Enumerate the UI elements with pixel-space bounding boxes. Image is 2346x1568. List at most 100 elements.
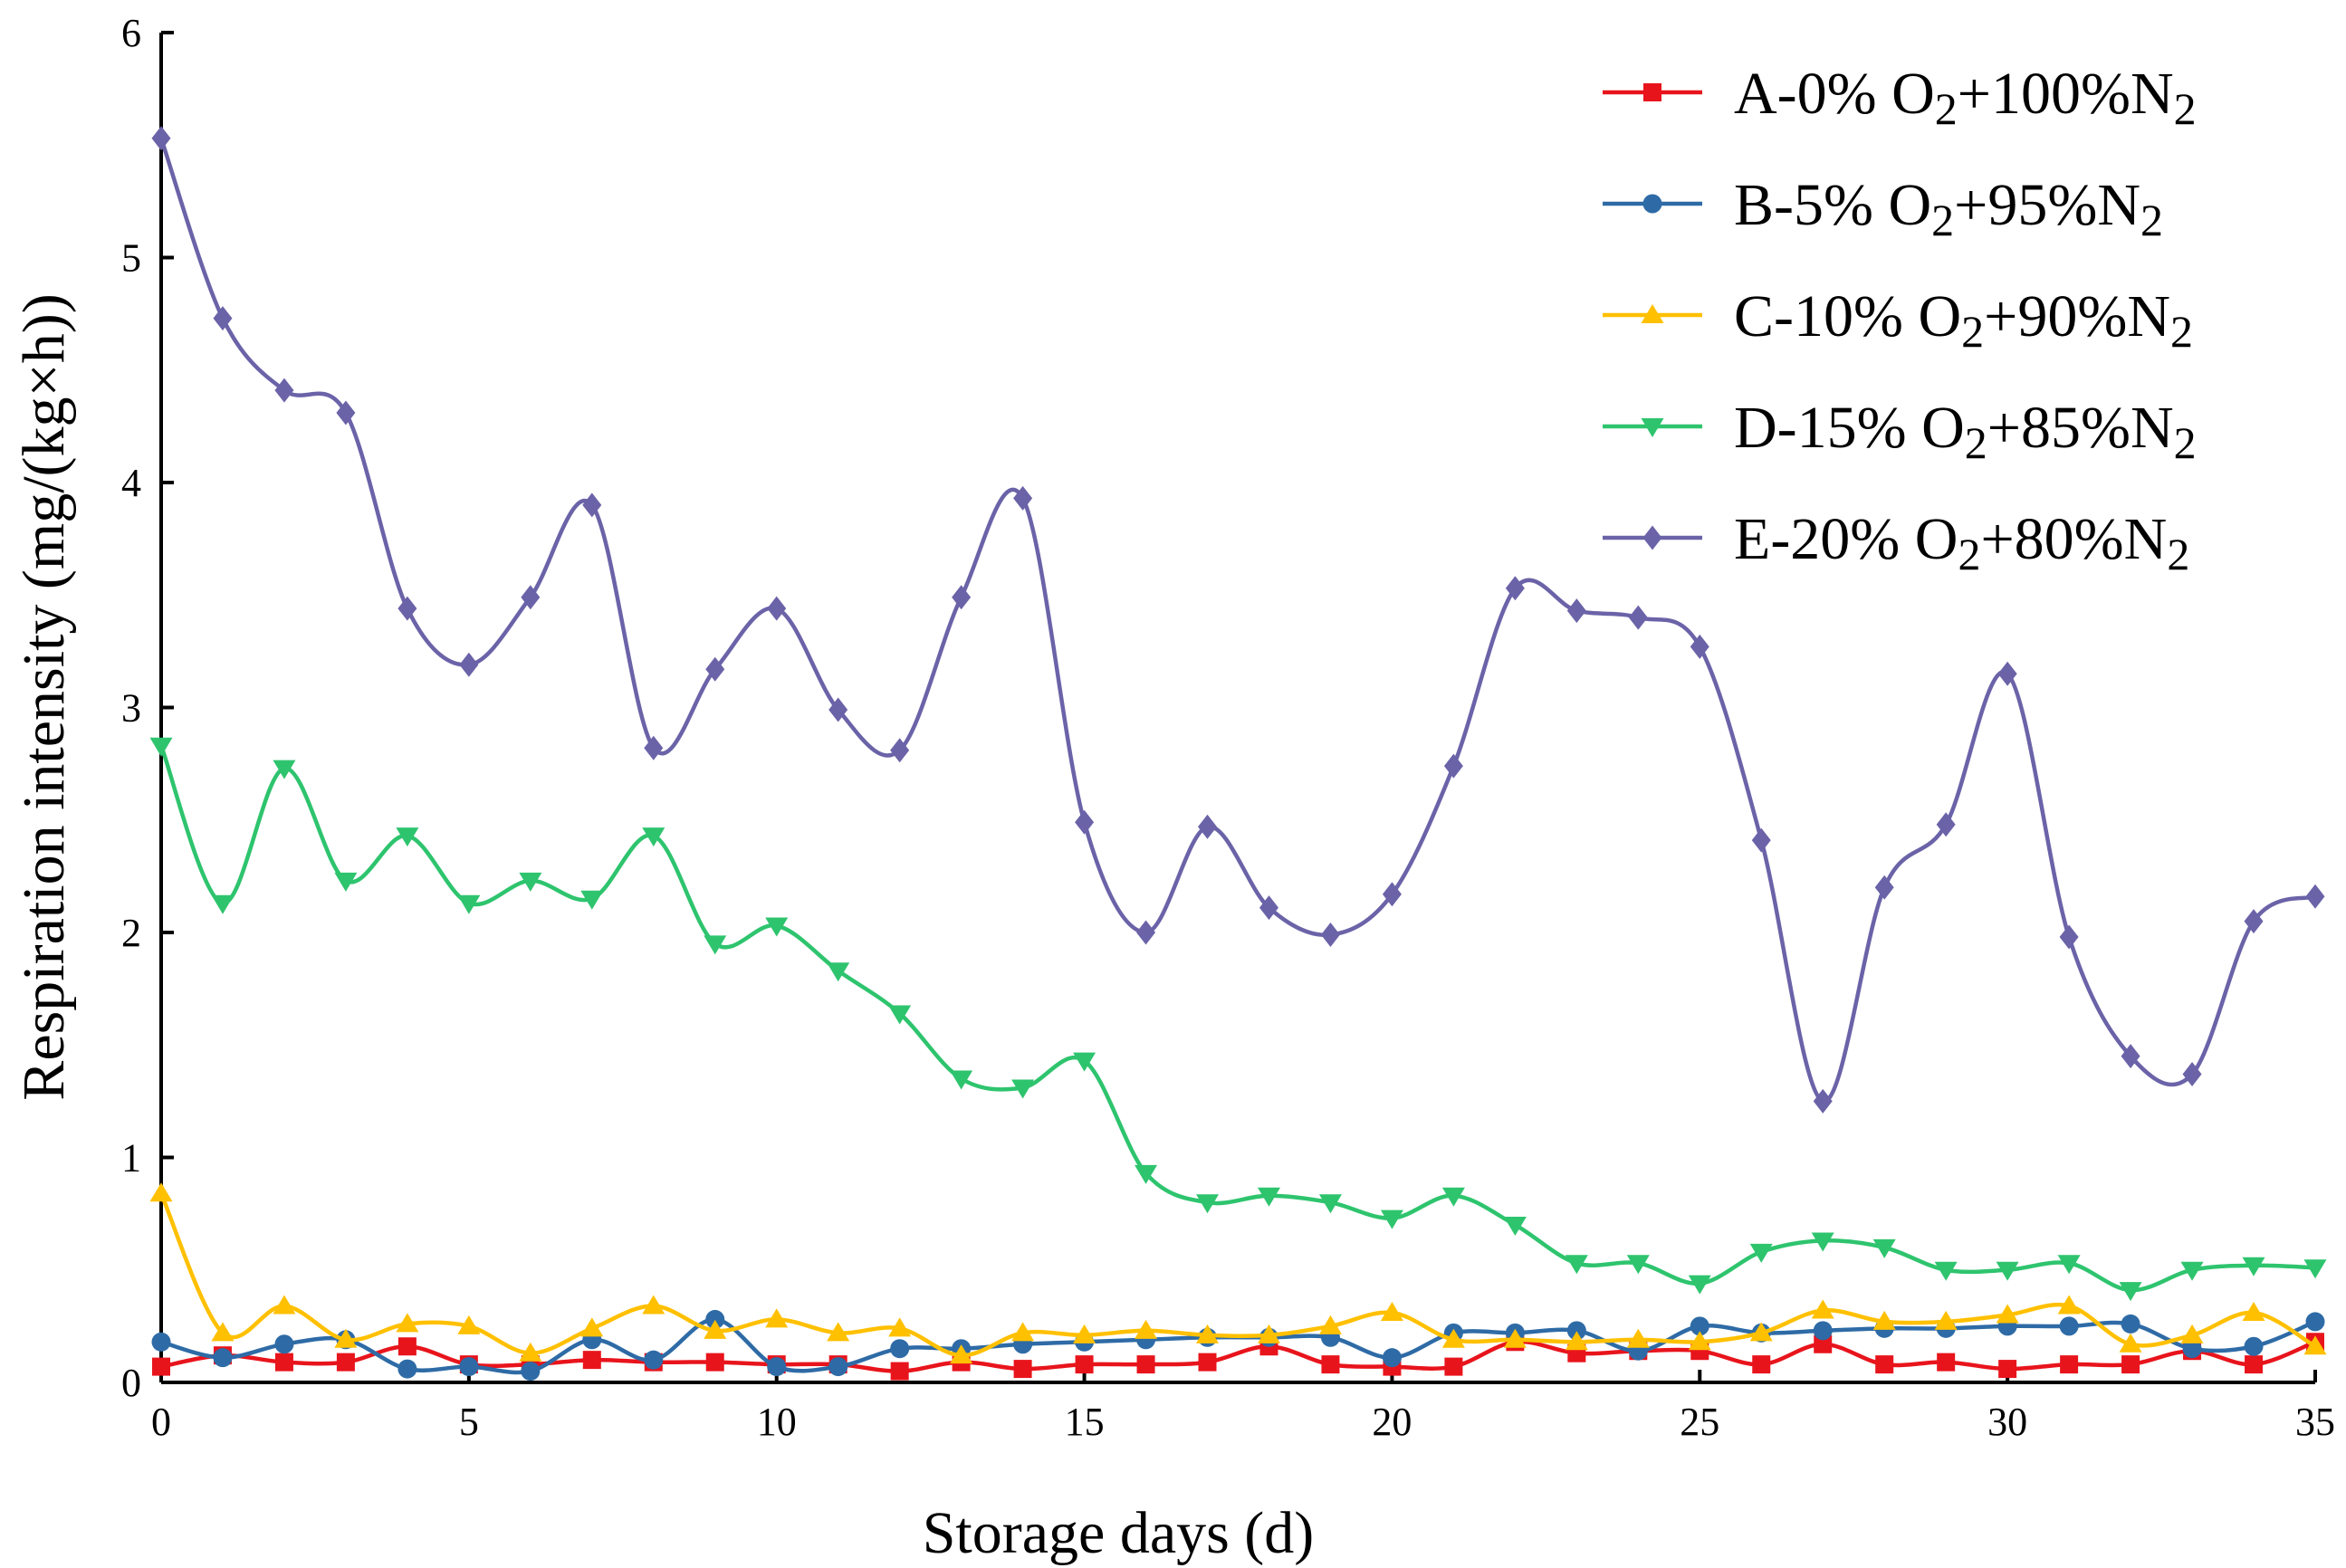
legend-subscript: 2 xyxy=(2174,83,2197,134)
data-point xyxy=(644,1350,664,1370)
legend-item-a: A-0% O2+100%N2 xyxy=(1603,61,2197,134)
data-point xyxy=(1257,1187,1280,1207)
data-point xyxy=(211,1322,235,1342)
legend-text-part: C-10% O xyxy=(1734,283,1961,349)
data-point xyxy=(1996,1304,2019,1324)
legend-label: A-0% O2+100%N2 xyxy=(1734,61,2197,134)
data-point xyxy=(151,126,171,151)
data-point xyxy=(2305,1312,2325,1332)
data-point xyxy=(582,492,602,518)
data-point xyxy=(1075,809,1095,835)
data-point xyxy=(890,1339,910,1359)
data-point xyxy=(2121,1355,2140,1374)
data-point xyxy=(767,1357,787,1377)
legend-label: E-20% O2+80%N2 xyxy=(1734,506,2189,579)
data-point xyxy=(1749,1243,1773,1263)
data-point xyxy=(1749,1322,1773,1342)
data-point xyxy=(1196,1324,1220,1343)
series-c xyxy=(149,1182,2327,1364)
data-point xyxy=(2119,1282,2142,1302)
data-point xyxy=(1811,1299,1834,1319)
data-point xyxy=(1690,634,1709,659)
data-point xyxy=(397,596,417,621)
y-axis-title: Respiration intensity (mg/(kg×h)) xyxy=(11,293,77,1100)
data-point xyxy=(1998,1360,2017,1379)
data-point xyxy=(2303,1259,2327,1279)
data-point xyxy=(1135,1319,1158,1339)
data-point xyxy=(1011,1079,1035,1099)
legend-text-part: +95%N xyxy=(1954,172,2140,238)
legend-text-part: E-20% O xyxy=(1734,506,1958,572)
data-point xyxy=(1813,1088,1833,1114)
legend-text-part: D-15% O xyxy=(1734,395,1965,461)
data-point xyxy=(152,1357,170,1376)
data-point xyxy=(519,872,542,892)
legend-text-part: +90%N xyxy=(1984,283,2170,349)
data-point xyxy=(580,890,604,910)
x-tick-label: 35 xyxy=(2295,1400,2335,1444)
data-point xyxy=(336,1353,355,1372)
data-point xyxy=(274,1334,294,1354)
data-point xyxy=(1690,1316,1709,1336)
legend-subscript: 2 xyxy=(2170,306,2193,357)
legend: A-0% O2+100%N2B-5% O2+95%N2C-10% O2+90%N… xyxy=(1603,61,2197,579)
data-point xyxy=(1136,1355,1155,1374)
legend-subscript: 2 xyxy=(2140,195,2163,245)
data-point xyxy=(1443,753,1463,779)
data-point xyxy=(211,894,235,914)
data-point xyxy=(827,1322,850,1342)
x-tick-label: 5 xyxy=(459,1400,479,1444)
data-point xyxy=(765,917,789,937)
data-point xyxy=(2121,1044,2140,1069)
data-point xyxy=(1380,1209,1403,1229)
data-point xyxy=(950,1344,973,1364)
legend-text-part: B-5% O xyxy=(1734,172,1931,238)
x-tick-label: 0 xyxy=(151,1400,171,1444)
data-point xyxy=(1752,1355,1771,1374)
data-point xyxy=(828,1357,848,1377)
data-point xyxy=(2057,1295,2081,1315)
series-a xyxy=(152,1333,2324,1381)
x-tick-label: 30 xyxy=(1987,1400,2027,1444)
data-point xyxy=(1441,1187,1465,1207)
data-point xyxy=(888,1317,912,1337)
ticks: 0 5 10 15 20 25 30 35 0 1 2 3 4 5 6 xyxy=(121,11,2335,1444)
legend-subscript: 2 xyxy=(1935,83,1958,134)
data-point xyxy=(582,1351,601,1370)
series-e xyxy=(151,126,2325,1114)
data-point xyxy=(2180,1324,2204,1343)
data-point xyxy=(1751,827,1771,853)
data-point xyxy=(828,697,848,722)
data-point xyxy=(1628,605,1648,630)
data-point xyxy=(705,1309,725,1329)
legend-swatch-marker xyxy=(1642,194,1662,214)
data-point xyxy=(1380,1301,1403,1321)
data-point xyxy=(1196,1194,1220,1214)
data-point xyxy=(642,827,665,847)
data-point xyxy=(705,656,725,682)
data-point xyxy=(2244,1336,2264,1356)
data-point xyxy=(2182,1339,2202,1359)
data-point xyxy=(1934,1310,1958,1330)
data-point xyxy=(274,1353,293,1372)
legend-label: C-10% O2+90%N2 xyxy=(1734,283,2193,357)
legend-text-part: +100%N xyxy=(1958,61,2174,127)
data-point xyxy=(1318,1315,1342,1334)
data-point xyxy=(1198,814,1218,839)
data-point xyxy=(1996,1261,2019,1281)
data-point xyxy=(334,1328,358,1348)
data-point xyxy=(1441,1328,1465,1348)
data-point xyxy=(1626,1328,1650,1348)
y-tick-label: 1 xyxy=(121,1136,141,1181)
data-point xyxy=(2059,924,2079,950)
data-point xyxy=(1503,1217,1527,1237)
data-point xyxy=(2059,1316,2079,1336)
data-point xyxy=(459,1357,479,1377)
legend-item-c: C-10% O2+90%N2 xyxy=(1603,283,2193,357)
data-point xyxy=(1318,1194,1342,1214)
y-tick-label: 5 xyxy=(121,236,141,281)
legend-subscript: 2 xyxy=(1965,417,1987,468)
data-point xyxy=(952,585,972,610)
data-point xyxy=(273,760,296,779)
